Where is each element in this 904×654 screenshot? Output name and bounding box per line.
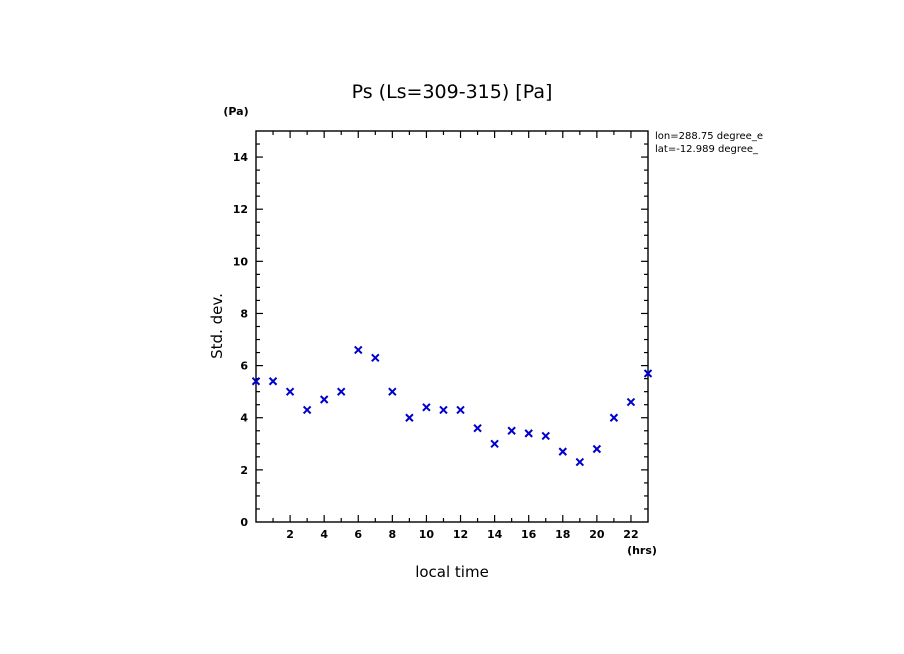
- y-unit-label: (Pa): [223, 105, 248, 118]
- data-point: [422, 403, 431, 412]
- x-tick-label: 22: [623, 528, 638, 541]
- plot-frame: [255, 130, 649, 523]
- data-point: [302, 405, 312, 415]
- x-tick-label: 20: [589, 528, 605, 541]
- axis-ticks: [256, 131, 648, 522]
- data-point: [626, 397, 636, 407]
- x-tick-label: 10: [419, 528, 435, 541]
- data-point: [268, 377, 278, 386]
- data-point: [439, 405, 448, 415]
- x-tick-label: 12: [453, 528, 468, 541]
- data-point: [251, 377, 261, 386]
- y-tick-label: 2: [240, 464, 248, 477]
- y-axis-label: Std. dev.: [208, 293, 226, 359]
- x-tick-label: 4: [320, 528, 328, 541]
- y-tick-label: 10: [233, 255, 249, 268]
- data-point: [524, 429, 533, 438]
- x-tick-label: 14: [487, 528, 503, 541]
- data-point: [388, 387, 397, 396]
- chart-title: Ps (Ls=309-315) [Pa]: [352, 81, 553, 103]
- y-tick-label: 12: [233, 203, 248, 216]
- data-point: [541, 431, 550, 441]
- data-point: [609, 413, 619, 422]
- annotation-lat: lat=-12.989 degree_: [655, 144, 759, 155]
- data-markers: [251, 345, 653, 467]
- x-tick-label: 8: [389, 528, 397, 541]
- data-point: [490, 439, 499, 449]
- y-tick-label: 0: [240, 516, 248, 529]
- x-axis-label: local time: [415, 563, 489, 581]
- annotation-lon: lon=288.75 degree_e: [655, 131, 763, 142]
- x-tick-label: 2: [286, 528, 294, 541]
- y-tick-label: 8: [240, 307, 248, 320]
- data-point: [592, 444, 602, 454]
- data-point: [405, 413, 414, 422]
- data-point: [456, 405, 465, 415]
- y-tick-label: 4: [240, 412, 248, 425]
- data-point: [575, 457, 585, 467]
- x-unit-label: (hrs): [627, 544, 657, 557]
- tick-labels: 2 4 6 8 10 12 14 16 18 20 22 0 2 4 6 8 10 12 14: [233, 151, 639, 541]
- y-tick-label: 6: [240, 360, 248, 373]
- data-point: [319, 395, 329, 404]
- x-tick-label: 18: [555, 528, 570, 541]
- data-point: [354, 345, 363, 355]
- y-tick-label: 14: [233, 151, 249, 164]
- x-tick-label: 6: [354, 528, 362, 541]
- data-point: [371, 353, 380, 362]
- data-point: [507, 426, 516, 435]
- data-point: [643, 369, 653, 378]
- data-point: [285, 387, 295, 396]
- data-point: [337, 387, 346, 396]
- x-tick-label: 16: [521, 528, 537, 541]
- data-point: [473, 423, 482, 433]
- data-point: [558, 447, 567, 456]
